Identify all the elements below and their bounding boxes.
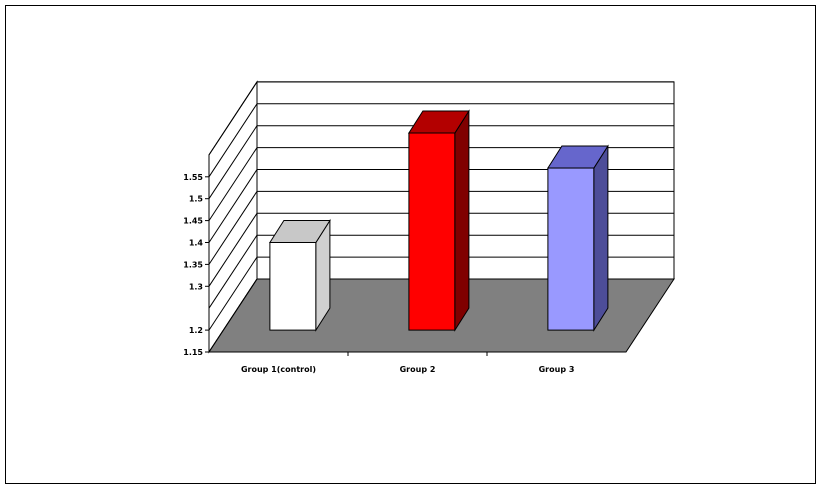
bar-front [547, 167, 595, 331]
x-tick-label: Group 3 [539, 365, 575, 374]
bar-side [454, 109, 470, 332]
y-tick-label: 1.15 [183, 348, 203, 357]
y-tick-label: 1.3 [189, 282, 203, 291]
bar-3 [546, 144, 609, 332]
gridline-side [208, 278, 258, 353]
y-tick-label: 1.4 [189, 239, 204, 248]
y-axis: 1.15 1.2 1.3 1.35 1.4 1.45 1.5 1.55 [183, 154, 210, 357]
x-tick-label: Group 2 [400, 365, 436, 374]
bar-1 [268, 218, 331, 332]
gridline-side [208, 147, 258, 221]
gridline-side [208, 169, 258, 243]
gridline-side [208, 125, 258, 199]
gridline-side [208, 256, 258, 331]
bars [268, 109, 609, 332]
bar-side [593, 144, 609, 332]
bar-top [407, 110, 470, 134]
bar-front [408, 132, 456, 331]
gridline-side [208, 234, 258, 309]
y-tick-label: 1.5 [189, 195, 204, 204]
gridline-side [208, 191, 258, 265]
gridline-side [208, 81, 258, 156]
x-axis: Group 1(control) Group 2 Group 3 [209, 351, 626, 374]
bar-top [546, 145, 609, 169]
x-tick-label: Group 1(control) [241, 365, 316, 374]
y-tick-label: 1.2 [189, 326, 203, 335]
gridline-side [208, 213, 258, 287]
bar-chart-3d: 1.15 1.2 1.3 1.35 1.4 1.45 1.5 1.55 Group 1(con… [183, 80, 675, 374]
y-tick-label: 1.35 [183, 260, 203, 269]
y-tick-label: 1.45 [183, 217, 203, 226]
chart-frame: 1.15 1.2 1.3 1.35 1.4 1.45 1.5 1.55 Group 1(con… [5, 5, 816, 484]
y-tick-label: 1.55 [183, 173, 203, 182]
bar-front [269, 242, 317, 331]
bar-top [268, 220, 331, 243]
bar-2 [407, 109, 470, 332]
gridline-side [208, 103, 258, 178]
